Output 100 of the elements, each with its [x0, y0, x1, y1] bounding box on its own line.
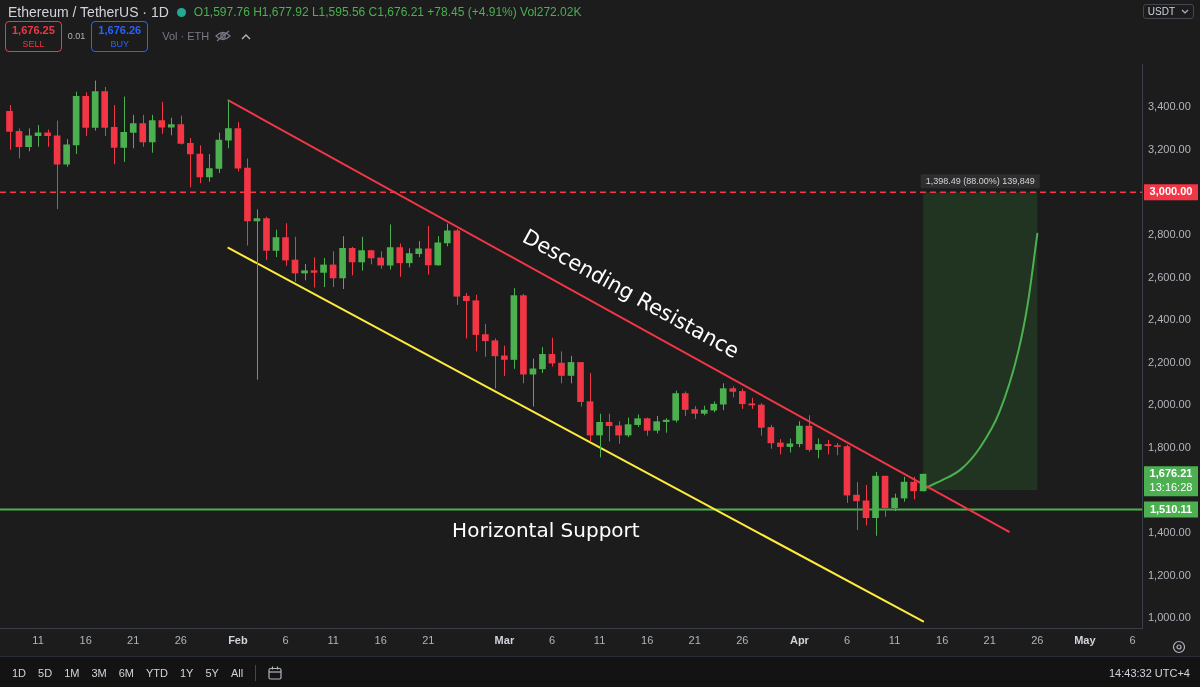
- y-tick-label: 2,200.00: [1148, 355, 1191, 368]
- x-tick-label: 11: [327, 634, 339, 647]
- annotation: 1,398.49 (88.00%) 139,849: [925, 175, 1035, 186]
- x-tick-label: Mar: [494, 634, 515, 647]
- x-tick-label: 26: [174, 634, 187, 647]
- candlestick: [6, 104, 13, 151]
- x-tick-label: 21: [688, 634, 701, 647]
- candlestick: [738, 388, 746, 410]
- text: 0.01: [67, 31, 86, 41]
- x-tick-label: 26: [736, 634, 749, 647]
- y-tick-label: 1,400.00: [1148, 526, 1191, 539]
- text: 1,676.25: [12, 23, 55, 36]
- text: 1M: [64, 666, 80, 679]
- candlestick: [558, 350, 565, 384]
- x-tick-label: Feb: [228, 634, 248, 647]
- chart-title: Ethereum / TetherUS · 1D: [8, 4, 169, 20]
- candlestick: [719, 382, 727, 411]
- candlestick: [853, 481, 860, 531]
- candlestick: [443, 223, 451, 247]
- x-tick-label: 6: [282, 634, 289, 647]
- x-tick-label: 16: [79, 634, 92, 647]
- candlestick: [139, 114, 147, 148]
- x-tick-label: 6: [548, 634, 556, 647]
- x-tick-label: 6: [843, 634, 851, 647]
- ref-line-label: 3,000.00: [1149, 185, 1193, 198]
- y-tick-label: 1,000.00: [1148, 611, 1191, 624]
- text: 13:16:28: [1149, 481, 1193, 494]
- candlestick: [491, 337, 499, 390]
- candlestick: [15, 127, 23, 159]
- candlestick: [501, 345, 508, 377]
- x-tick-label: 21: [983, 634, 996, 647]
- x-tick-label: 6: [1129, 634, 1136, 647]
- y-tick-label: 2,600.00: [1148, 270, 1191, 283]
- candlestick: [206, 153, 213, 183]
- candlestick: [25, 127, 32, 152]
- text: 14:43:32 UTC+4: [1108, 666, 1190, 679]
- x-tick-label: Apr: [789, 634, 810, 647]
- text: 5Y: [205, 666, 219, 679]
- text: 1,676.21: [1149, 467, 1193, 480]
- candlestick: [539, 346, 546, 374]
- candlestick: [386, 223, 394, 271]
- candlestick: [129, 114, 137, 149]
- text: 3M: [91, 666, 107, 679]
- candlestick: [482, 323, 489, 358]
- x-tick-label: May: [1074, 634, 1097, 647]
- candlestick: [63, 138, 70, 168]
- y-tick-label: 2,400.00: [1148, 313, 1191, 326]
- candlestick: [253, 208, 261, 381]
- y-tick-label: 3,400.00: [1148, 100, 1191, 113]
- candlestick: [424, 225, 432, 276]
- x-tick-label: 11: [593, 634, 606, 647]
- candlestick: [320, 257, 327, 288]
- text: 1,676.26: [98, 23, 142, 36]
- candlestick: [282, 222, 289, 267]
- text: BUY: [110, 38, 130, 49]
- x-tick-label: 26: [1031, 634, 1044, 647]
- x-tick-label: 11: [32, 634, 44, 647]
- candlestick: [615, 420, 622, 445]
- y-tick-label: 2,800.00: [1148, 227, 1191, 240]
- candlestick: [434, 235, 442, 267]
- y-tick-label: 1,200.00: [1148, 568, 1191, 581]
- ref-line-label: 1,510.11: [1149, 502, 1193, 515]
- x-tick-label: 21: [422, 634, 435, 647]
- x-tick-label: 16: [374, 634, 387, 647]
- y-tick-label: 2,000.00: [1148, 398, 1191, 411]
- candlestick: [225, 99, 232, 149]
- candlestick: [396, 242, 404, 278]
- text: 6M: [118, 666, 134, 679]
- candlestick: [177, 115, 185, 145]
- x-tick-label: 16: [936, 634, 949, 647]
- candlestick: [596, 413, 603, 458]
- x-tick-label: 11: [888, 634, 901, 647]
- y-tick-label: 3,200.00: [1148, 142, 1191, 155]
- candlestick: [910, 476, 917, 500]
- candlestick: [158, 101, 166, 135]
- candlestick: [815, 437, 822, 459]
- candlestick: [567, 355, 575, 384]
- candlestick: [405, 247, 413, 268]
- candlestick: [272, 229, 280, 258]
- text: 5D: [38, 666, 53, 679]
- y-axis-title: USDT: [1147, 6, 1175, 17]
- candlestick: [796, 420, 803, 448]
- candlestick: [187, 137, 194, 188]
- text: 1D: [12, 666, 27, 679]
- y-tick-label: 1,800.00: [1148, 440, 1191, 453]
- annotation: Horizontal Support: [452, 517, 640, 542]
- text: O1,597.76 H1,677.92 L1,595.56 C1,676.21 +78.45 (+4.91%) Vol272.02K: [193, 5, 582, 19]
- candlestick: [110, 104, 118, 165]
- candlestick: [148, 114, 156, 154]
- text: YTD: [145, 666, 168, 679]
- text: SELL: [22, 38, 45, 49]
- text: All: [230, 666, 244, 679]
- text: 1Y: [179, 666, 194, 679]
- candlestick: [758, 402, 765, 437]
- candlestick: [681, 390, 689, 417]
- candlestick: [310, 256, 318, 289]
- x-tick-label: 21: [127, 634, 140, 647]
- x-tick-label: 16: [641, 634, 654, 647]
- text: Vol · ETH: [162, 30, 210, 42]
- candlestick: [120, 96, 128, 163]
